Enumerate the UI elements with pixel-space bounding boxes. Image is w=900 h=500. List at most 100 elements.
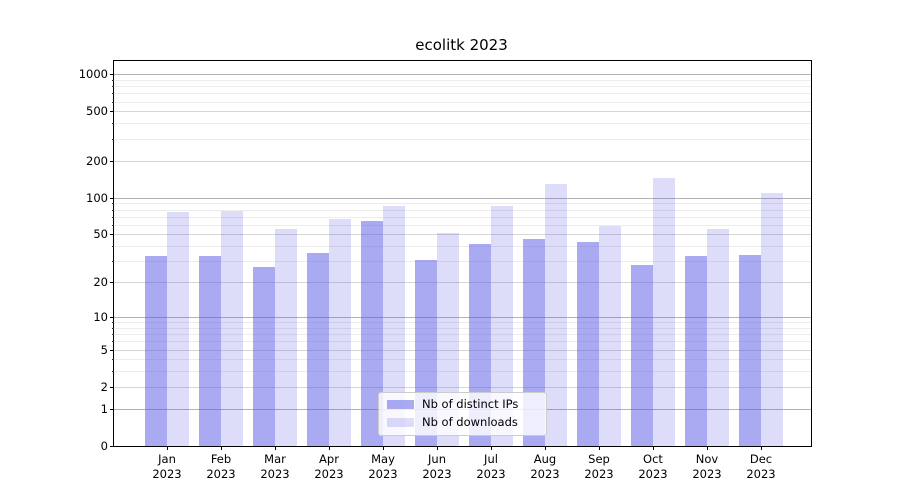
bar-ips-jan — [145, 256, 167, 446]
gridline-minor — [114, 203, 811, 205]
y-tick-mark-minor — [112, 334, 114, 336]
gridline — [114, 234, 811, 236]
bar-downloads-apr — [329, 218, 351, 446]
y-tick-mark — [110, 197, 114, 199]
bar-downloads-jan — [167, 212, 189, 446]
gridline-minor — [114, 334, 811, 336]
y-tick-mark — [110, 446, 114, 447]
y-tick-mark-minor — [112, 79, 114, 81]
y-tick-label: 100 — [86, 190, 108, 205]
y-tick-mark-minor — [112, 101, 114, 103]
y-tick-mark — [110, 74, 114, 76]
legend-label: Nb of downloads — [422, 415, 518, 429]
y-tick-mark — [110, 386, 114, 388]
bar-downloads-feb — [221, 210, 243, 446]
gridline — [114, 316, 811, 318]
gridline-minor — [114, 93, 811, 95]
legend-swatch-downloads-icon — [387, 418, 414, 427]
y-tick-label: 2 — [100, 379, 108, 394]
x-tick-label: Jul 2023 — [476, 452, 506, 481]
y-tick-mark-minor — [112, 246, 114, 248]
gridline-minor — [114, 123, 811, 125]
gridline — [114, 282, 811, 284]
legend-item: Nb of distinct IPs — [387, 398, 537, 411]
bar-downloads-dec — [761, 192, 783, 446]
x-tick-mark — [221, 446, 222, 450]
y-tick-label: 200 — [86, 153, 108, 168]
bar-downloads-jul — [491, 206, 513, 446]
y-tick-mark — [110, 282, 114, 284]
y-tick-mark — [110, 160, 114, 162]
gridline-minor — [114, 224, 811, 226]
gridline — [114, 349, 811, 351]
gridline-minor — [114, 322, 811, 324]
bar-ips-apr — [307, 253, 329, 446]
x-tick-mark — [653, 446, 654, 450]
x-tick-mark — [545, 446, 546, 450]
y-tick-mark-minor — [112, 138, 114, 140]
gridline-minor — [114, 327, 811, 329]
y-tick-mark-minor — [112, 123, 114, 125]
x-tick-mark — [761, 446, 762, 450]
y-tick-mark-minor — [112, 341, 114, 343]
y-tick-mark-minor — [112, 93, 114, 95]
y-tick-mark — [110, 316, 114, 318]
y-tick-label: 0 — [100, 439, 108, 453]
y-tick-label: 10 — [93, 309, 108, 324]
bar-downloads-nov — [707, 229, 729, 446]
legend-label: Nb of distinct IPs — [422, 397, 519, 411]
bar-downloads-oct — [653, 177, 675, 446]
bar-downloads-sep — [599, 225, 621, 446]
bar-downloads-aug — [545, 183, 567, 446]
x-tick-mark — [491, 446, 492, 450]
x-tick-label: Jan 2023 — [152, 452, 182, 481]
bar-ips-may — [361, 220, 383, 446]
plot-area: 0 1 2 5 10 20 50 100 200 500 1000 Jan 2023 Feb 2023 Mar… — [79, 60, 812, 481]
y-tick-mark-minor — [112, 203, 114, 205]
y-tick-label: 5 — [100, 342, 108, 357]
x-tick-mark — [437, 446, 438, 450]
bar-ips-oct — [631, 264, 653, 446]
bar-downloads-may — [383, 205, 405, 446]
x-tick-label: May 2023 — [368, 452, 398, 481]
gridline — [114, 74, 811, 76]
gridline-minor — [114, 209, 811, 211]
gridline-minor — [114, 79, 811, 81]
x-tick-mark — [599, 446, 600, 450]
x-tick-label: Nov 2023 — [692, 452, 722, 481]
gridline-minor — [114, 101, 811, 103]
gridline-minor — [114, 246, 811, 248]
bar-downloads-mar — [275, 229, 297, 446]
y-tick-label: 20 — [93, 275, 108, 290]
x-tick-label: Oct 2023 — [638, 452, 668, 481]
gridline-minor — [114, 261, 811, 263]
gridline-minor — [114, 341, 811, 343]
gridline-minor — [114, 86, 811, 88]
y-tick-label: 500 — [86, 104, 108, 119]
x-tick-label: Sep 2023 — [584, 452, 614, 481]
y-tick-label: 1000 — [78, 67, 108, 82]
x-tick-label: Jun 2023 — [422, 452, 452, 481]
y-tick-mark-minor — [112, 371, 114, 373]
gridline — [114, 111, 811, 113]
y-tick-mark-minor — [112, 322, 114, 324]
gridline-minor — [114, 371, 811, 373]
gridline-minor — [114, 216, 811, 218]
bar-ips-nov — [685, 256, 707, 446]
bar-ips-mar — [253, 266, 275, 446]
x-tick-label: Aug 2023 — [530, 452, 560, 481]
gridline-minor — [114, 359, 811, 361]
y-tick-label: 50 — [93, 227, 108, 242]
x-tick-mark — [167, 446, 168, 450]
gridline — [114, 160, 811, 162]
y-tick-mark-minor — [112, 327, 114, 329]
y-tick-mark — [110, 234, 114, 236]
x-tick-mark — [383, 446, 384, 450]
y-tick-mark-minor — [112, 359, 114, 361]
legend-swatch-distinct-ips-icon — [387, 400, 414, 409]
gridline — [114, 386, 811, 388]
bar-ips-dec — [739, 254, 761, 446]
y-tick-mark-minor — [112, 261, 114, 263]
x-tick-mark — [329, 446, 330, 450]
